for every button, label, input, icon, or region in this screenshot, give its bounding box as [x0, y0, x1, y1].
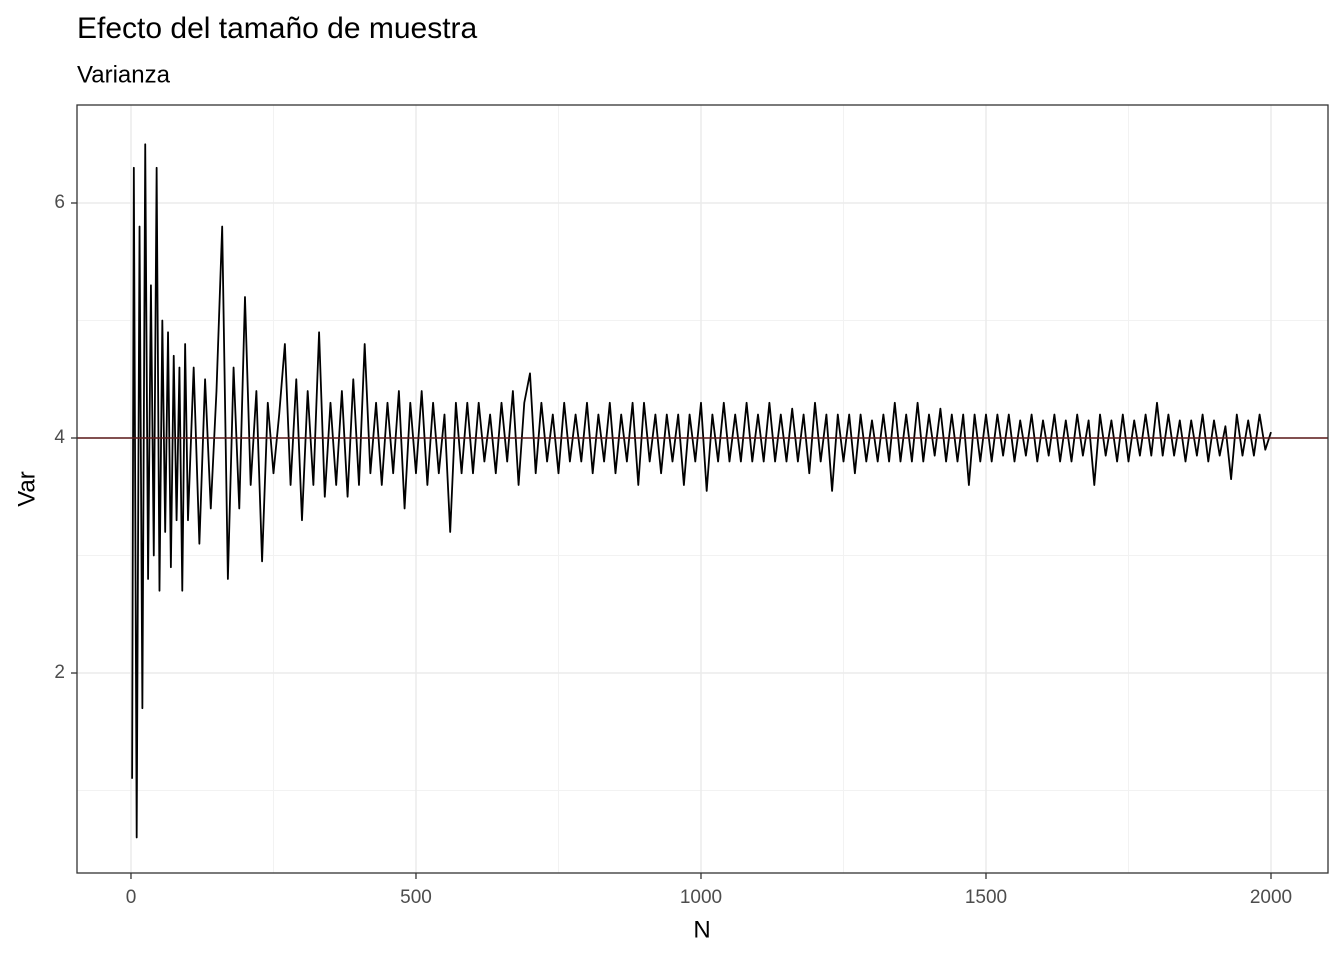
chart-title: Efecto del tamaño de muestra [77, 12, 478, 45]
x-tick-label: 2000 [1250, 887, 1292, 908]
y-tick-label: 4 [54, 427, 65, 448]
plot-area [77, 143, 1328, 839]
y-tick-label: 6 [54, 192, 65, 213]
x-tick-label: 1000 [680, 887, 722, 908]
panel-border [76, 104, 1329, 874]
x-tick-label: 0 [126, 887, 137, 908]
axes: 0 500 1000 1500 2000 2 4 6 [54, 192, 1292, 908]
chart-subtitle: Varianza [77, 61, 171, 88]
line-series [131, 143, 1272, 839]
y-tick-label: 2 [54, 662, 65, 683]
x-axis-label: N [693, 916, 710, 943]
x-tick-label: 500 [400, 887, 432, 908]
x-tick-label: 1500 [965, 887, 1007, 908]
y-axis-label: Var [13, 471, 40, 507]
